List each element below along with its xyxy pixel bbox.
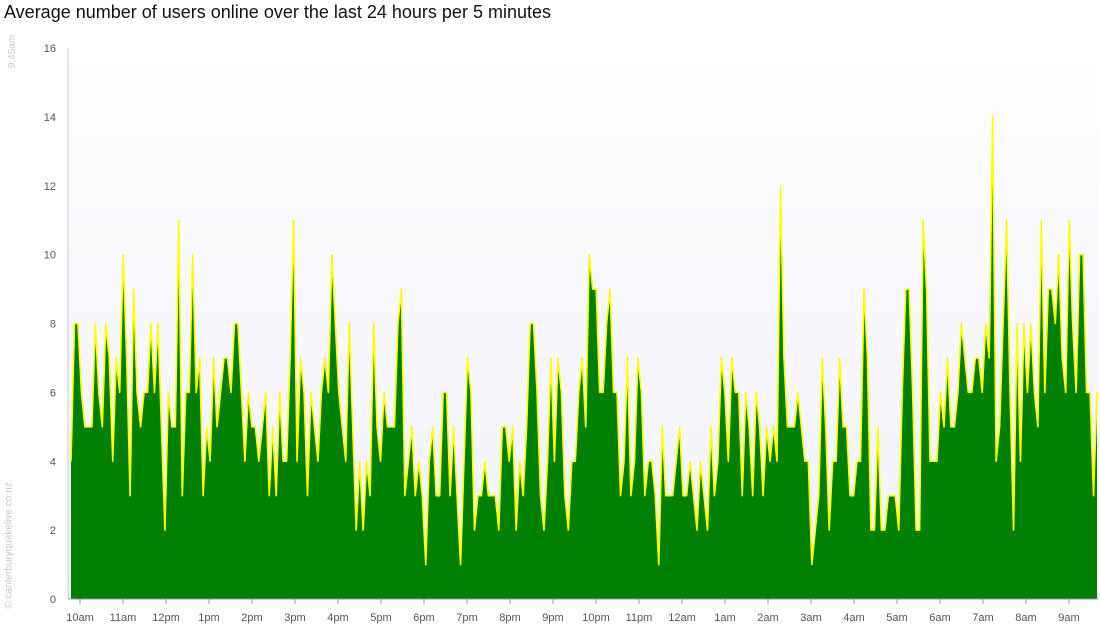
y-tick-label: 14 [44,112,56,124]
x-tick-label: 6am [929,612,950,624]
x-tick-label: 2pm [241,612,262,624]
x-tick-label: 3am [800,612,821,624]
y-tick-label: 2 [50,525,56,537]
y-tick-label: 12 [44,181,56,193]
chart-title: Average number of users online over the … [4,2,551,22]
y-tick-label: 6 [50,387,56,399]
y-tick-label: 10 [44,250,56,262]
x-tick-label: 7pm [456,612,477,624]
x-tick-label: 11am [110,612,137,624]
x-tick-label: 8am [1015,612,1036,624]
x-tick-label: 9pm [542,612,563,624]
x-tick-label: 4am [843,612,864,624]
x-tick-label: 1pm [198,612,219,624]
x-tick-label: 5pm [370,612,391,624]
x-tick-label: 12pm [152,612,180,624]
x-tick-label: 2am [757,612,778,624]
x-tick-label: 9am [1058,612,1079,624]
x-tick-label: 10pm [582,612,610,624]
x-tick-label: 12am [668,612,696,624]
x-tick-label: 4pm [327,612,348,624]
x-tick-label: 11pm [626,612,653,624]
y-tick-label: 0 [50,594,56,606]
series-area-fill [71,116,1097,599]
y-axis-ticks: 0 2 4 6 8 10 12 14 16 [44,43,56,606]
x-tick-label: 8pm [499,612,520,624]
y-tick-label: 8 [50,319,56,331]
x-axis-ticks: 10am 11am 12pm 1pm 2pm 3pm 4pm 5pm 6pm 7pm 8pm 9pm 1… [66,599,1080,624]
series-line [70,116,1098,566]
y-tick-label: 16 [44,43,56,55]
x-tick-label: 3pm [284,612,305,624]
x-tick-label: 7am [972,612,993,624]
x-tick-label: 5am [886,612,907,624]
y-tick-label: 4 [50,456,56,468]
x-tick-label: 1am [714,612,735,624]
x-tick-label: 10am [66,612,94,624]
x-tick-label: 6pm [413,612,434,624]
